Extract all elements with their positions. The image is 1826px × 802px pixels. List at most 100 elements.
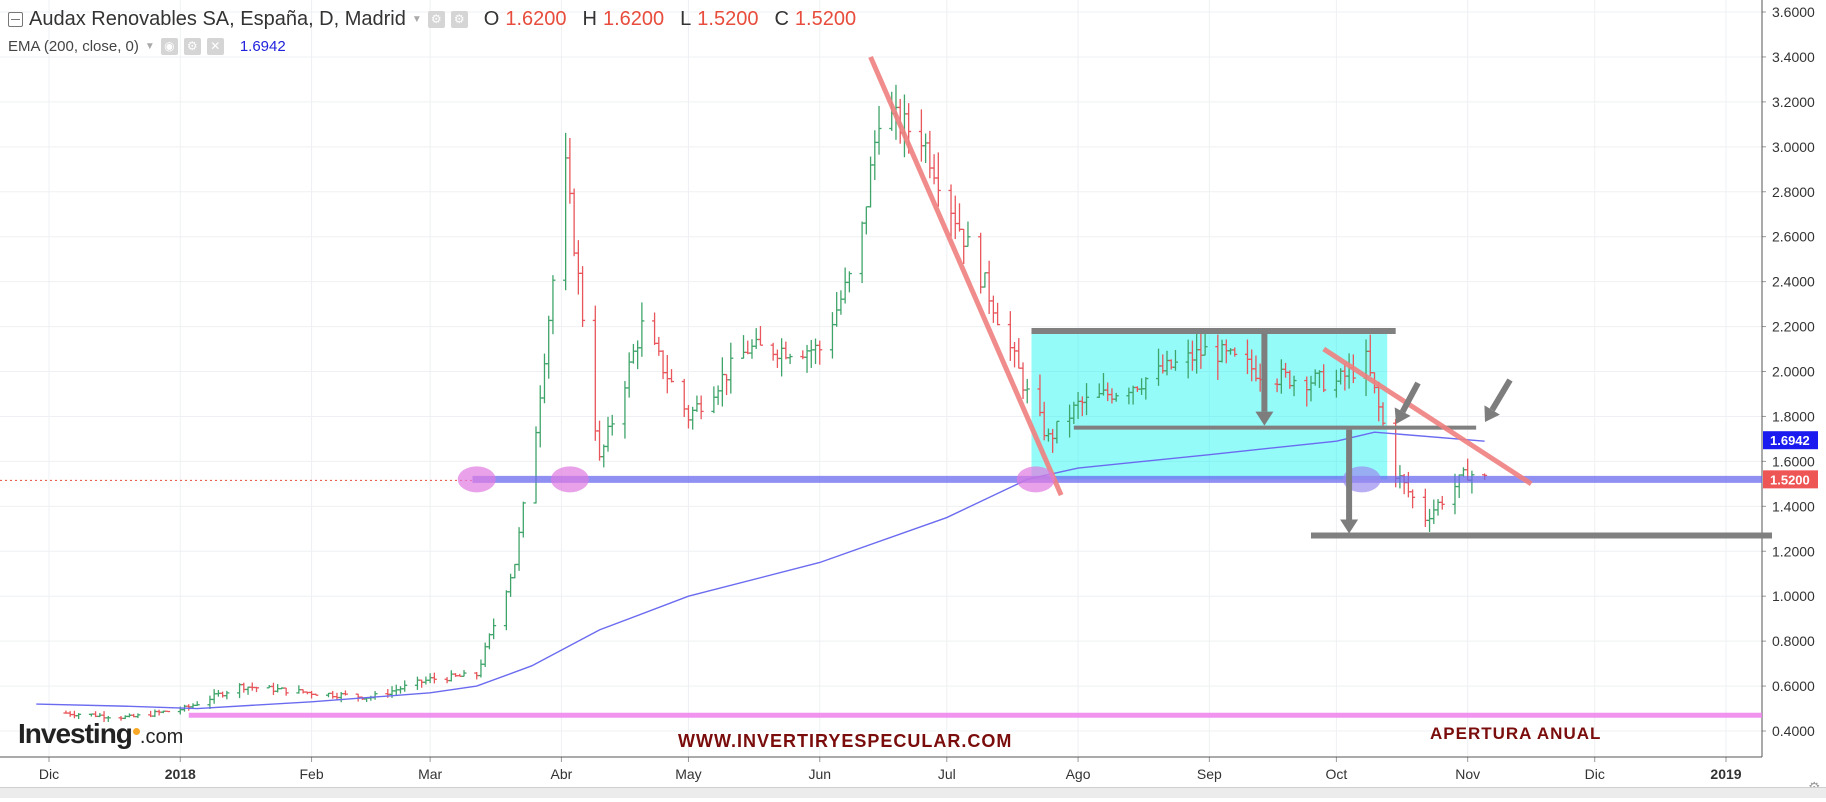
ohlc-bar xyxy=(283,687,289,696)
y-tick-label: 3.0000 xyxy=(1772,139,1815,155)
ohlc-bar xyxy=(817,340,823,365)
y-tick-label: 2.6000 xyxy=(1772,229,1815,245)
ema-line xyxy=(36,431,1485,710)
x-tick-label: Sep xyxy=(1197,766,1222,782)
watermark: WWW.INVERTIRYESPECULAR.COM xyxy=(678,731,1013,751)
price-tag-text: 1.5200 xyxy=(1770,472,1810,487)
y-tick-label: 2.8000 xyxy=(1772,184,1815,200)
plot-background xyxy=(0,0,1762,757)
gray-arrow xyxy=(1255,333,1274,426)
ohlc-bar xyxy=(846,271,852,293)
support-touch-marker xyxy=(1342,466,1381,493)
x-tick-label: Oct xyxy=(1326,766,1348,782)
y-tick-label: 3.6000 xyxy=(1772,4,1815,20)
gray-arrow xyxy=(1484,378,1513,422)
ohlc-bar xyxy=(1380,402,1386,426)
ohlc-bar xyxy=(1054,420,1060,444)
low-value: 1.5200 xyxy=(697,8,759,30)
indicator-name: EMA (200, close, 0) xyxy=(8,38,139,55)
settings-icon[interactable]: ⚙ xyxy=(183,38,201,55)
ohlc-bar xyxy=(1232,347,1238,357)
open-value: 1.6200 xyxy=(505,8,567,30)
arrow-head xyxy=(1484,405,1500,422)
ema-price-tag: 1.6942 xyxy=(1763,431,1818,450)
arrow-head xyxy=(1340,519,1359,534)
logo-main-text: Investing xyxy=(18,718,133,749)
open-label: O xyxy=(483,8,500,30)
chevron-down-icon[interactable]: ▼ xyxy=(411,14,422,25)
high-label: H xyxy=(582,8,597,30)
x-tick-label: Mar xyxy=(418,766,442,782)
gray-arrow xyxy=(1394,381,1421,424)
visibility-icon[interactable]: ◉ xyxy=(160,38,178,55)
ohlc-bar xyxy=(757,325,763,346)
ohlc-bar xyxy=(431,672,437,684)
ohlc-bar xyxy=(105,715,111,722)
ohlc-bar xyxy=(1439,495,1445,510)
ohlc-bar xyxy=(1291,375,1297,397)
trendline xyxy=(868,55,1064,497)
bottom-toolbar xyxy=(0,787,1826,798)
y-tick-label: 3.2000 xyxy=(1772,94,1815,110)
y-tick-label: 0.6000 xyxy=(1772,678,1815,694)
ohlc-bar xyxy=(935,152,941,207)
price-tag-bg xyxy=(1763,470,1818,489)
close-price-tag: 1.5200 xyxy=(1763,470,1818,489)
x-tick-label: Feb xyxy=(299,766,323,782)
settings-icon-2[interactable]: ⚙ xyxy=(450,11,468,28)
ohlc-bar xyxy=(135,713,141,719)
ohlc-bar xyxy=(1024,378,1030,404)
trendline xyxy=(1322,346,1533,486)
x-tick-label: Dic xyxy=(39,766,59,782)
arrow-shaft xyxy=(1489,378,1513,412)
ohlc-bar xyxy=(728,342,734,394)
logo-suffix-text: .com xyxy=(139,726,184,748)
x-tick-label: Nov xyxy=(1455,766,1480,782)
ohlc-bar xyxy=(1410,489,1416,509)
ohlc-bar xyxy=(194,701,200,706)
investing-logo: Investing .com xyxy=(18,718,183,750)
ohlc-bar xyxy=(165,710,171,713)
ohlc-bar xyxy=(313,693,319,696)
arrow-head xyxy=(1394,407,1411,424)
support-touch-marker xyxy=(457,466,496,493)
arrow-shaft xyxy=(1399,381,1421,414)
ohlc-bar xyxy=(1143,377,1149,400)
chevron-down-icon[interactable]: ▼ xyxy=(144,41,155,52)
ohlc-bar xyxy=(995,302,1001,326)
settings-icon[interactable]: ⚙ xyxy=(427,11,445,28)
support-touch-marker xyxy=(550,466,589,493)
ohlc-bar xyxy=(639,302,645,357)
ohlc-bar xyxy=(787,353,793,365)
price-tag-text: 1.6942 xyxy=(1770,433,1810,448)
y-tick-label: 1.2000 xyxy=(1772,543,1815,559)
indicator-value: 1.6942 xyxy=(239,38,286,55)
y-tick-label: 0.8000 xyxy=(1772,633,1815,649)
x-tick-label: Jun xyxy=(808,766,831,782)
y-tick-label: 1.0000 xyxy=(1772,588,1815,604)
logo-dot-icon xyxy=(132,728,140,735)
ohlc-bar xyxy=(254,686,260,693)
close-label: C xyxy=(774,8,789,30)
y-tick-label: 2.2000 xyxy=(1772,319,1815,335)
ohlc-bar xyxy=(76,713,82,720)
support-touch-marker xyxy=(1016,466,1055,493)
ohlc-bar xyxy=(550,275,556,335)
ohlc-bar xyxy=(520,501,526,538)
ohlc-bar xyxy=(491,618,497,640)
apertura-anual-label: APERTURA ANUAL xyxy=(1430,724,1602,743)
y-tick-label: 1.8000 xyxy=(1772,408,1815,424)
collapse-legend-icon[interactable] xyxy=(8,12,23,27)
ohlc-bar xyxy=(669,369,675,383)
price-tag-bg xyxy=(1763,431,1818,450)
x-tick-label: 2019 xyxy=(1710,766,1741,782)
ohlc-bar xyxy=(965,221,971,247)
y-tick-label: 3.4000 xyxy=(1772,49,1815,65)
y-tick-label: 1.6000 xyxy=(1772,453,1815,469)
ohlc-bar xyxy=(876,105,882,155)
y-tick-label: 2.0000 xyxy=(1772,364,1815,380)
ohlc-bar xyxy=(698,395,704,420)
close-icon[interactable]: ✕ xyxy=(206,38,224,55)
x-tick-label: 2018 xyxy=(165,766,196,782)
